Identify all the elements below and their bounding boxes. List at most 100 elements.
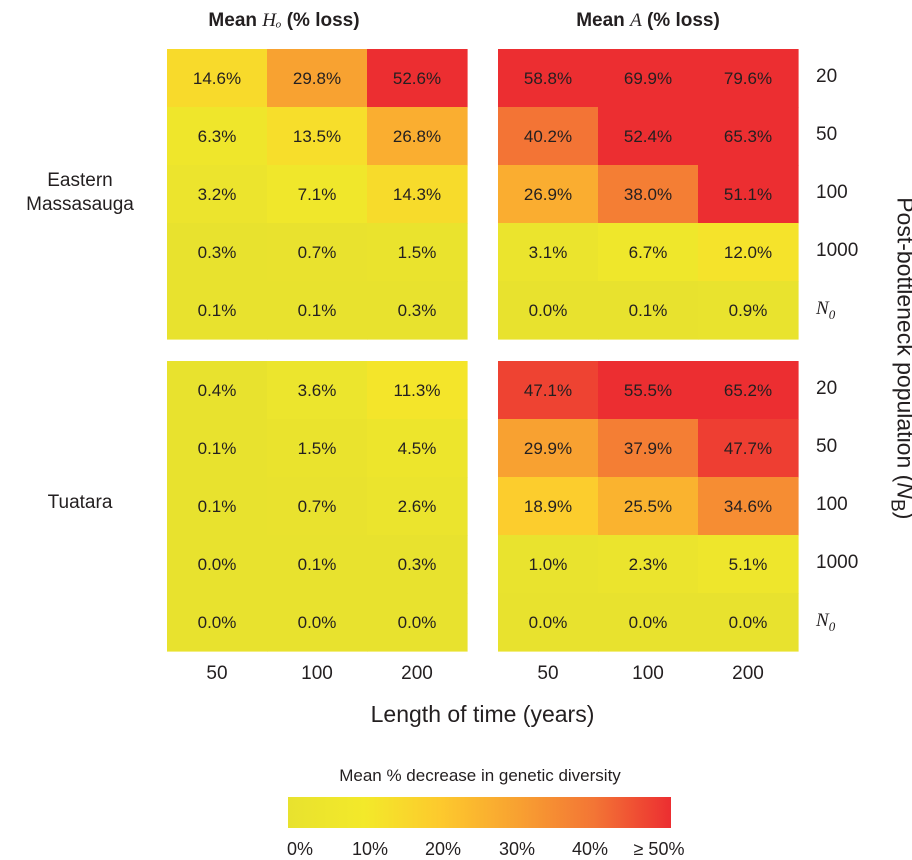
cell-value-label: 0.1% [298,555,337,574]
cell-value-label: 5.1% [729,555,768,574]
cell-value-label: 47.7% [724,439,772,458]
heatmap-cell [367,419,468,478]
heatmap-cell [267,281,368,340]
heatmap-cell [167,107,268,166]
heatmap-cell [167,49,268,108]
cell-value-label: 0.0% [529,301,568,320]
cell-value-label: 25.5% [624,497,672,516]
heatmap-cell [167,477,268,536]
cell-value-label: 18.9% [524,497,572,516]
heatmap-cell [267,477,368,536]
heatmap-cell [598,281,699,340]
y-tick-label: N0 [816,610,836,634]
heatmap-cell [267,419,368,478]
heatmap-cell [498,223,599,282]
cell-value-label: 13.5% [293,127,341,146]
y-axis-title: Post-bottleneck population (NB) [886,197,912,519]
heatmap-cell [698,49,799,108]
cell-value-label: 52.6% [393,69,441,88]
y-tick-label: 100 [816,182,848,203]
x-tick-label: 200 [401,663,433,684]
heatmap-cell [698,535,799,594]
heatmap-cell [267,165,368,224]
y-tick-label: 20 [816,66,838,87]
heatmap-cell [167,535,268,594]
cell-value-label: 0.7% [298,497,337,516]
cell-value-label: 0.0% [529,613,568,632]
heatmap-cell [267,49,368,108]
heatmap-cell [267,361,368,420]
colorbar-title: Mean % decrease in genetic diversity [339,766,621,785]
heatmap-cell [167,419,268,478]
cell-value-label: 58.8% [524,69,572,88]
y-tick-label: 50 [816,436,838,457]
cell-value-label: 0.1% [198,439,237,458]
heatmap-cell [167,165,268,224]
cell-value-label: 2.3% [629,555,668,574]
heatmap-cell [367,223,468,282]
cell-value-label: 51.1% [724,185,772,204]
heatmap-cell [698,281,799,340]
cell-value-label: 0.3% [198,243,237,262]
heatmap-cell [167,281,268,340]
colorbar-tick-label: 30% [498,839,536,859]
heatmap-cell [367,49,468,108]
y-tick-label: 100 [816,494,848,515]
heatmap-cell [698,107,799,166]
heatmap-cell [498,165,599,224]
cell-value-label: 0.1% [629,301,668,320]
cell-value-label: 1.0% [529,555,568,574]
heatmap-cell [598,477,699,536]
x-tick-label: 100 [632,663,664,684]
cell-value-label: 0.1% [198,497,237,516]
heatmap-cell [498,281,599,340]
species-label-tuatara: Tuatara [47,492,113,513]
cell-value-label: 47.1% [524,381,572,400]
x-tick-label: 200 [732,663,764,684]
cell-value-label: 0.3% [398,301,437,320]
cell-value-label: 29.9% [524,439,572,458]
cell-value-label: 4.5% [398,439,437,458]
cell-value-label: 26.8% [393,127,441,146]
heatmap-cell [498,477,599,536]
heatmap-cell [698,361,799,420]
heatmap-cell [498,535,599,594]
cell-value-label: 69.9% [624,69,672,88]
heatmap-cell [367,165,468,224]
y-tick-label: 20 [816,378,838,399]
heatmap-cell [498,49,599,108]
heatmap-cell [498,593,599,652]
colorbar-tick-label: ≥ 50% [633,839,685,859]
col-title-a: Mean A (% loss) [576,10,720,31]
heatmap-cell [367,361,468,420]
cell-value-label: 65.2% [724,381,772,400]
species-label-massasauga: Eastern Massasauga [26,170,134,215]
cell-value-label: 0.1% [298,301,337,320]
heatmap-cell [598,223,699,282]
heatmap-cell [267,535,368,594]
colorbar-tick-label: 0% [286,839,313,859]
cell-value-label: 0.0% [398,613,437,632]
x-tick-label: 50 [537,663,559,684]
heatmap-cell [367,535,468,594]
cell-value-label: 14.6% [193,69,241,88]
heatmap-cell [598,419,699,478]
col-title-ho: Mean Hₒ (% loss) [208,10,360,31]
heatmap-cell [698,593,799,652]
cell-value-label: 0.0% [729,613,768,632]
heatmap-cell [598,593,699,652]
heatmap-cell [367,281,468,340]
cell-value-label: 37.9% [624,439,672,458]
ho-symbol: Hₒ [262,10,282,31]
a-symbol: A [630,10,642,31]
cell-value-label: 2.6% [398,497,437,516]
y-tick-label: N0 [816,298,836,322]
x-tick-label: 100 [301,663,333,684]
cell-value-label: 6.7% [629,243,668,262]
cell-value-label: 29.8% [293,69,341,88]
heatmap-cell [267,107,368,166]
heatmap-cell [598,107,699,166]
cell-value-label: 0.4% [198,381,237,400]
heatmap-cell [498,361,599,420]
